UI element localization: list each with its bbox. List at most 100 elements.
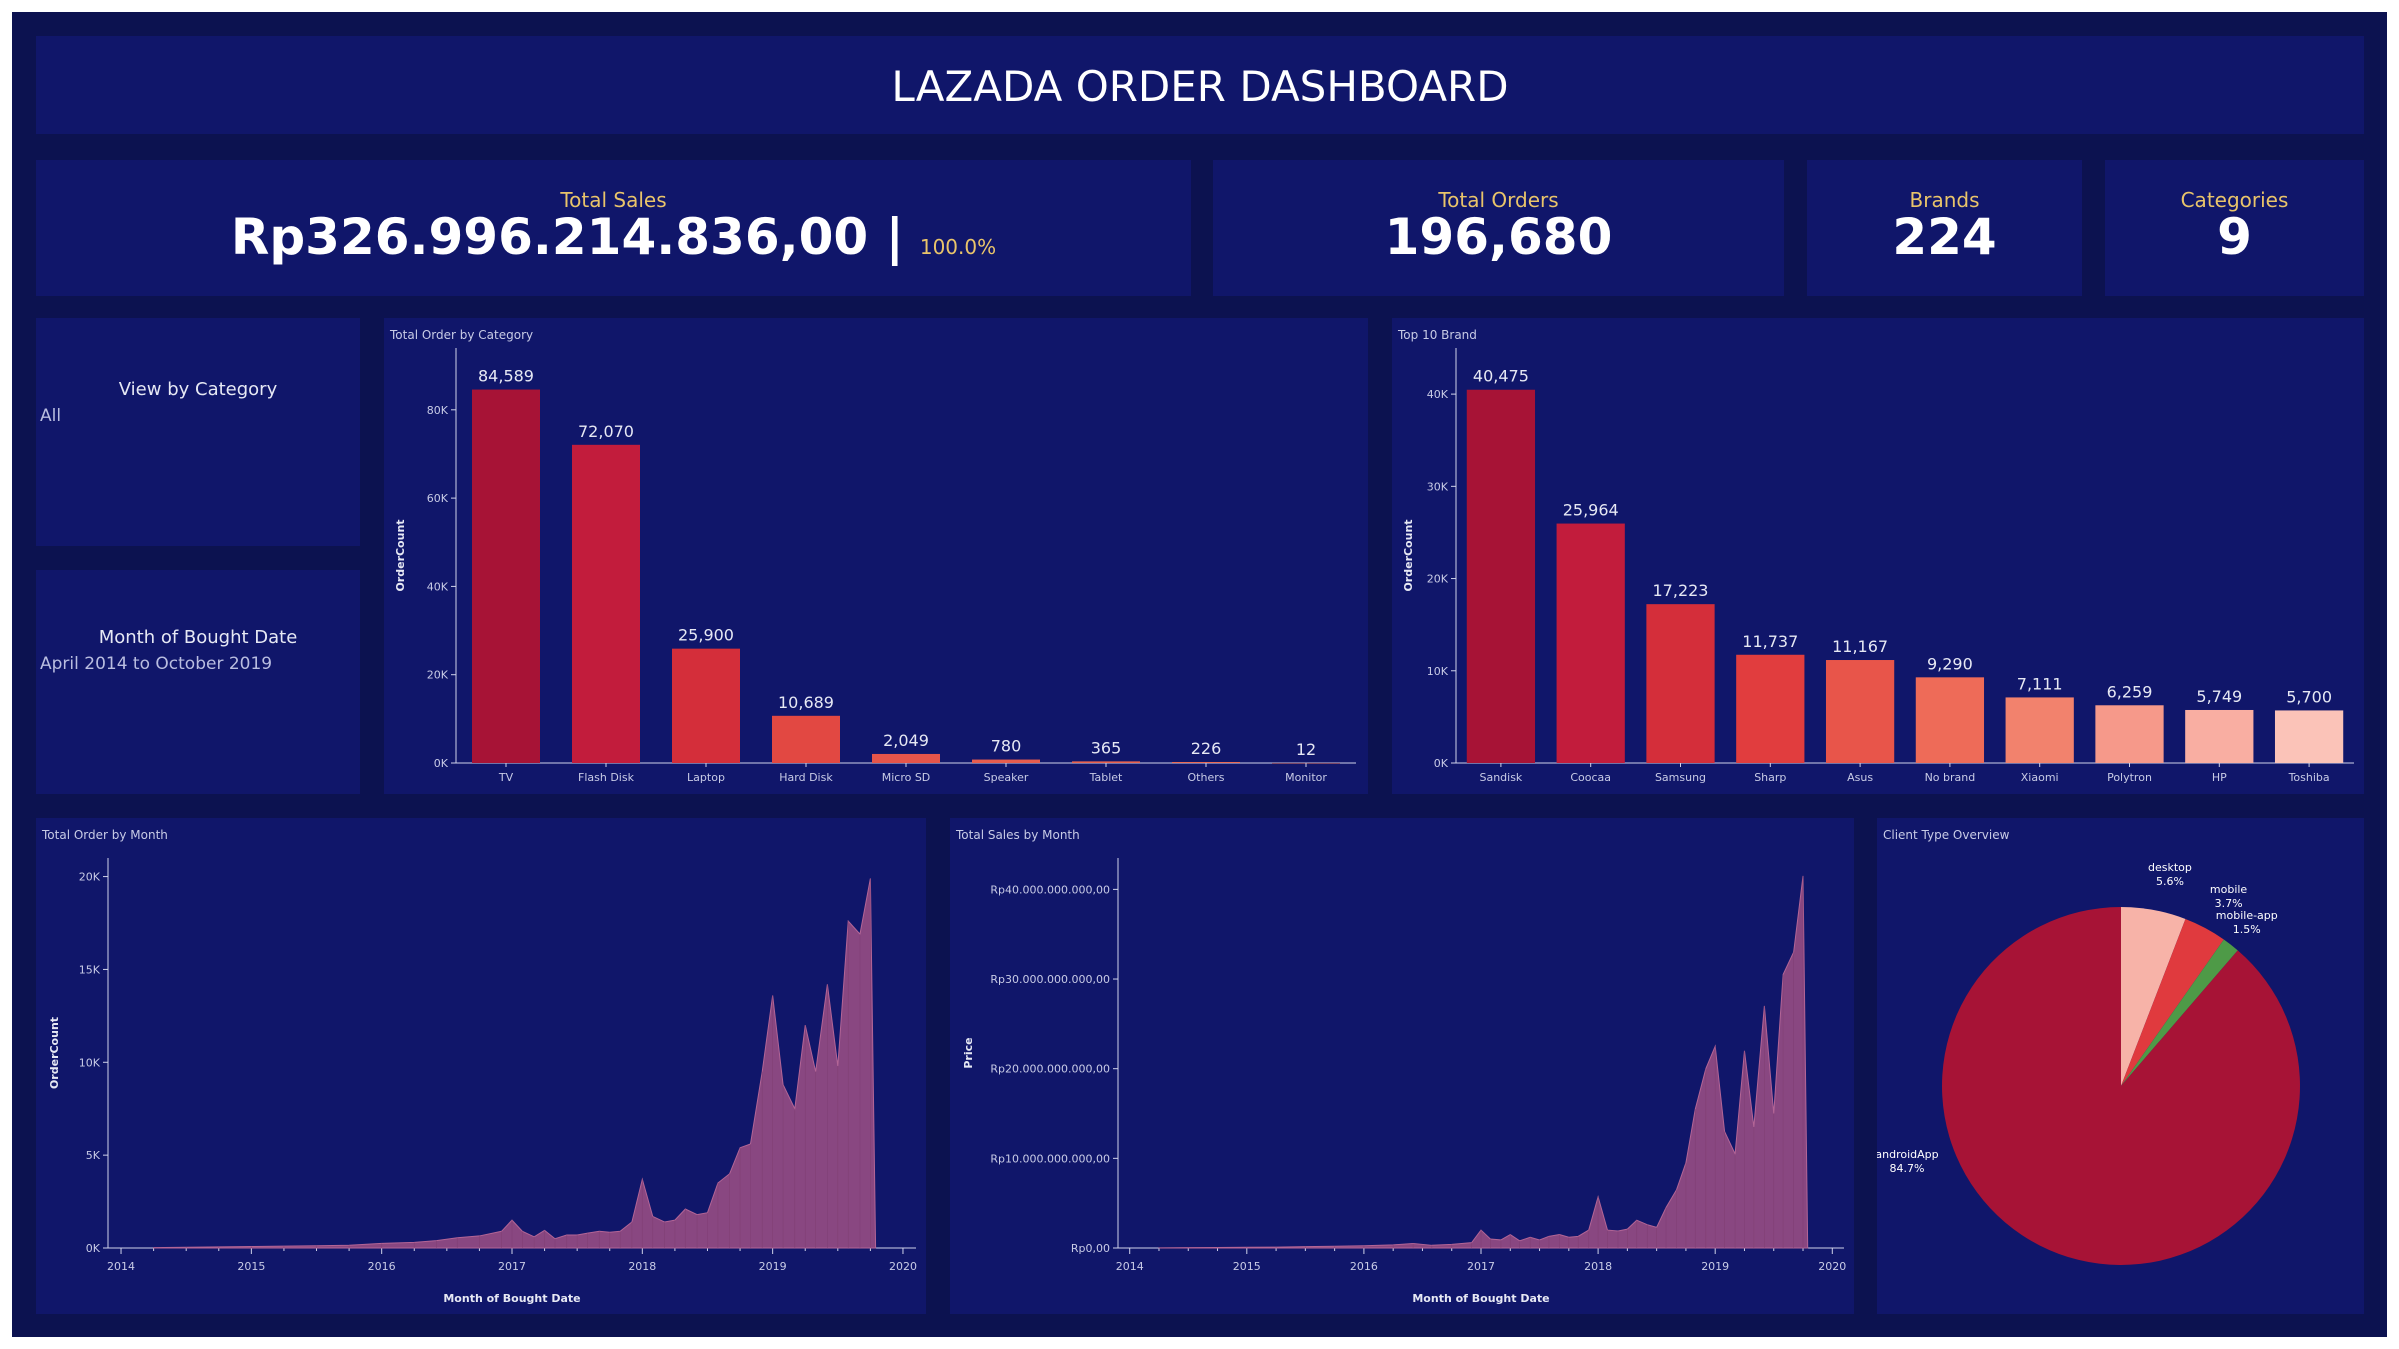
kpi-brands-value: 224 bbox=[1892, 208, 1997, 266]
orders-x-tick-label: 2014 bbox=[107, 1260, 135, 1273]
brand-x-tick-label: Sharp bbox=[1754, 771, 1786, 784]
brand-data-label: 5,700 bbox=[2286, 687, 2332, 706]
sales-x-tick-label: 2016 bbox=[1350, 1260, 1378, 1273]
pie-slice-androidApp bbox=[1942, 907, 2300, 1265]
brand-x-tick-label: Xiaomi bbox=[2021, 771, 2059, 784]
client-type-panel: Client Type Overview desktop 5.6% mobile 3.… bbox=[1875, 818, 2364, 1314]
sales-y-tick-label: Rp0,00 bbox=[1071, 1242, 1110, 1255]
orders-y-tick-label: 20K bbox=[79, 871, 101, 884]
category-y-tick-label: 80K bbox=[427, 404, 449, 417]
pie-label-name: mobile-app bbox=[2216, 909, 2278, 922]
category-data-label: 25,900 bbox=[678, 626, 734, 645]
brand-y-axis-title: OrderCount bbox=[1402, 519, 1415, 591]
client-type-title: Client Type Overview bbox=[1883, 828, 2010, 842]
orders-x-axis-title: Month of Bought Date bbox=[443, 1292, 580, 1305]
category-bar bbox=[572, 444, 640, 763]
brand-x-tick-label: Asus bbox=[1847, 771, 1873, 784]
kpi-categories: Categories 9 bbox=[2105, 160, 2364, 296]
category-data-label: 12 bbox=[1296, 740, 1316, 759]
month-filter-value[interactable]: April 2014 to October 2019 bbox=[40, 654, 273, 674]
month-filter[interactable]: Month of Bought Date April 2014 to Octob… bbox=[36, 570, 360, 794]
brand-bar bbox=[2005, 697, 2074, 763]
category-x-tick-label: Monitor bbox=[1285, 771, 1327, 784]
sales-y-tick-label: Rp30.000.000.000,00 bbox=[990, 973, 1110, 986]
kpi-total-orders-label: Total Orders bbox=[1438, 188, 1559, 212]
sales-x-tick-label: 2014 bbox=[1116, 1260, 1144, 1273]
category-bar bbox=[1072, 761, 1140, 763]
category-filter[interactable]: View by Category All bbox=[36, 318, 360, 546]
sales-month-panel: Total Sales by Month Rp0,00 Rp10.000.000.… bbox=[950, 818, 1854, 1314]
category-data-label: 72,070 bbox=[578, 422, 634, 441]
category-x-tick-label: Hard Disk bbox=[779, 771, 833, 784]
brand-x-tick-label: Sandisk bbox=[1479, 771, 1522, 784]
brand-bar bbox=[1915, 677, 1985, 763]
pie-label-value: 5.6% bbox=[2156, 875, 2184, 888]
orders-y-tick-label: 0K bbox=[86, 1242, 101, 1255]
category-data-label: 226 bbox=[1191, 739, 1222, 758]
brand-bar bbox=[1556, 523, 1625, 763]
pie-slice-mobile bbox=[2121, 919, 2224, 1086]
brand-data-label: 9,290 bbox=[1927, 654, 1973, 673]
brand-data-label: 11,737 bbox=[1742, 632, 1798, 651]
orders-y-tick-label: 10K bbox=[79, 1056, 101, 1069]
brand-bar bbox=[2185, 709, 2254, 763]
category-y-tick-label: 60K bbox=[427, 492, 449, 505]
title-bar: LAZADA ORDER DASHBOARD bbox=[36, 36, 2364, 134]
category-data-label: 2,049 bbox=[883, 731, 929, 750]
category-bar bbox=[872, 753, 940, 763]
orders-y-axis-title: OrderCount bbox=[48, 1017, 61, 1089]
sales-month-title: Total Sales by Month bbox=[956, 828, 1080, 842]
kpi-total-sales-value-row: Rp326.996.214.836,00 | 100.0% bbox=[36, 208, 1191, 266]
brand-y-tick-label: 30K bbox=[1427, 480, 1449, 493]
category-chart-panel: Total Order by Category 0K 20K 40K 60K 80K Or… bbox=[384, 318, 1368, 794]
brand-x-tick-label: Toshiba bbox=[2288, 771, 2330, 784]
category-data-label: 780 bbox=[991, 737, 1022, 756]
brand-y-tick-label: 10K bbox=[1427, 665, 1449, 678]
sales-x-tick-label: 2017 bbox=[1467, 1260, 1495, 1273]
pie-label-value: 84.7% bbox=[1890, 1162, 1925, 1175]
orders-series-area bbox=[153, 878, 877, 1249]
sales-x-axis-title: Month of Bought Date bbox=[1412, 1292, 1549, 1305]
sales-y-tick-label: Rp20.000.000.000,00 bbox=[990, 1063, 1110, 1076]
brand-x-tick-label: HP bbox=[2212, 771, 2227, 784]
category-y-tick-label: 0K bbox=[434, 757, 449, 770]
brand-bar-chart: 0K 10K 20K 30K 40K OrderCount 40,475 Sandisk 25,… bbox=[1402, 348, 2354, 784]
category-data-label: 365 bbox=[1091, 738, 1122, 757]
orders-y-tick-label: 5K bbox=[86, 1149, 101, 1162]
brand-y-tick-label: 40K bbox=[1427, 388, 1449, 401]
brand-bar bbox=[1825, 660, 1895, 763]
sales-y-axis-title: Price bbox=[962, 1037, 975, 1068]
category-y-tick-label: 40K bbox=[427, 580, 449, 593]
kpi-brands-label: Brands bbox=[1909, 188, 1980, 212]
brand-bar bbox=[1736, 654, 1805, 763]
orders-x-tick-label: 2020 bbox=[889, 1260, 917, 1273]
pie-label-name: desktop bbox=[2148, 861, 2192, 874]
orders-month-area-chart: 0K 5K 10K 15K 20K 2014 2015 2016 2017 2018 2019 202… bbox=[48, 858, 917, 1305]
orders-month-title: Total Order by Month bbox=[42, 828, 168, 842]
sales-x-tick-label: 2019 bbox=[1701, 1260, 1729, 1273]
brand-y-tick-label: 0K bbox=[1434, 757, 1449, 770]
category-bar bbox=[972, 759, 1040, 763]
month-filter-title: Month of Bought Date bbox=[98, 627, 298, 648]
category-data-label: 10,689 bbox=[778, 693, 834, 712]
kpi-categories-label: Categories bbox=[2180, 188, 2289, 212]
brand-y-tick-label: 20K bbox=[1427, 573, 1449, 586]
kpi-categories-value: 9 bbox=[2217, 208, 2252, 266]
sales-x-tick-label: 2015 bbox=[1233, 1260, 1261, 1273]
page-title: LAZADA ORDER DASHBOARD bbox=[891, 62, 1509, 111]
category-x-tick-label: Others bbox=[1188, 771, 1225, 784]
brand-bar bbox=[2095, 705, 2164, 763]
brand-data-label: 5,749 bbox=[2196, 687, 2242, 706]
brand-data-label: 11,167 bbox=[1832, 637, 1888, 656]
kpi-total-orders-value: 196,680 bbox=[1384, 208, 1613, 266]
orders-x-tick-label: 2017 bbox=[498, 1260, 526, 1273]
kpi-brands: Brands 224 bbox=[1807, 160, 2082, 296]
pie-label-value: 3.7% bbox=[2215, 897, 2243, 910]
sales-y-tick-label: Rp40.000.000.000,00 bbox=[990, 883, 1110, 896]
category-x-tick-label: Micro SD bbox=[882, 771, 931, 784]
pie-label-name: mobile bbox=[2210, 883, 2248, 896]
orders-x-tick-label: 2019 bbox=[759, 1260, 787, 1273]
category-filter-value[interactable]: All bbox=[40, 406, 62, 426]
brand-data-label: 40,475 bbox=[1473, 367, 1529, 386]
